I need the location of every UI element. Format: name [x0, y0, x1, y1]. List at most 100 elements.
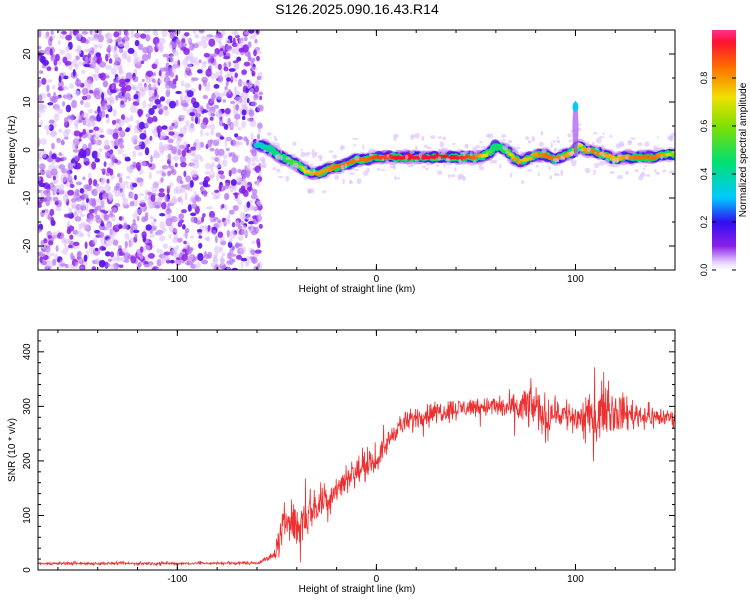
noise-cell: [190, 212, 197, 217]
noise-cell: [50, 54, 54, 62]
noise-cell: [234, 220, 239, 225]
noise-cell: [115, 124, 121, 129]
noise-cell: [189, 112, 195, 117]
noise-cell: [130, 104, 138, 113]
noise-cell: [192, 30, 197, 35]
noise-cell: [63, 213, 71, 218]
noise-cell: [122, 36, 130, 42]
noise-cell: [91, 266, 97, 270]
signal-halo-cell: [381, 158, 384, 162]
noise-cell: [46, 247, 50, 256]
noise-cell: [135, 90, 139, 95]
noise-cell: [121, 86, 127, 94]
noise-cell: [236, 228, 240, 233]
signal-halo-cell: [509, 172, 512, 178]
y-tick-label: 300: [22, 398, 33, 415]
noise-cell: [216, 138, 221, 143]
noise-cell: [218, 41, 223, 49]
noise-cell: [54, 66, 58, 72]
noise-cell: [146, 191, 153, 196]
noise-cell: [245, 155, 249, 162]
signal-halo-cell: [527, 140, 532, 144]
snr-ylabel: SNR (10 * v/v): [7, 418, 18, 482]
noise-cell: [198, 30, 204, 33]
colorbar-tick-label: 0.0: [699, 264, 709, 277]
noise-cell: [100, 220, 104, 226]
signal-halo-cell: [437, 170, 443, 176]
noise-cell: [184, 192, 188, 201]
noise-cell: [88, 213, 94, 220]
noise-cell: [202, 42, 208, 49]
noise-cell: [181, 209, 187, 214]
noise-cell: [139, 121, 145, 130]
noise-cell: [207, 251, 213, 259]
noise-cell: [139, 88, 146, 97]
noise-cell: [141, 231, 147, 239]
noise-cell: [234, 96, 242, 105]
noise-cell: [209, 99, 215, 104]
noise-cell: [85, 56, 89, 63]
noise-cell: [80, 69, 86, 75]
signal-halo-cell: [531, 163, 534, 166]
signal-halo-cell: [439, 141, 445, 148]
colorbar-label: Normalized spectral amplitude: [738, 82, 749, 217]
noise-cell: [52, 258, 57, 266]
signal-halo-cell: [475, 145, 481, 149]
snr-series-line: [38, 367, 675, 567]
noise-cell: [149, 200, 153, 205]
noise-cell: [207, 224, 211, 232]
signal-halo-cell: [478, 166, 485, 171]
noise-cell: [145, 34, 151, 42]
noise-cell: [98, 260, 106, 268]
noise-cell: [258, 223, 263, 229]
signal-halo-cell: [380, 168, 386, 172]
noise-cell: [38, 251, 44, 257]
noise-cell: [118, 176, 123, 184]
noise-cell: [248, 30, 255, 34]
noise-cell: [39, 103, 45, 111]
noise-cell: [192, 43, 199, 49]
noise-cell: [88, 208, 96, 214]
noise-cell: [236, 141, 244, 146]
noise-cell: [99, 199, 106, 207]
signal-cell: [484, 153, 489, 158]
noise-cell: [243, 228, 249, 236]
noise-cell: [54, 200, 59, 206]
noise-cell: [110, 216, 116, 222]
signal-halo-cell: [286, 162, 290, 166]
noise-cell: [64, 60, 72, 66]
noise-cell: [38, 203, 42, 208]
noise-cell: [135, 56, 141, 65]
signal-halo-cell: [306, 169, 311, 173]
noise-cell: [167, 153, 172, 162]
noise-cell: [123, 259, 130, 263]
signal-halo-cell: [586, 146, 591, 153]
signal-halo-cell: [394, 175, 397, 181]
noise-cell: [200, 185, 204, 193]
noise-cell: [235, 242, 240, 249]
noise-cell: [152, 105, 158, 110]
noise-cell: [159, 67, 166, 72]
noise-cell: [88, 129, 94, 133]
signal-halo-cell: [421, 135, 425, 141]
noise-cell: [230, 167, 237, 175]
signal-halo-cell: [638, 149, 644, 153]
noise-cell: [90, 137, 94, 146]
x-tick-label: -100: [167, 574, 187, 585]
noise-cell: [118, 245, 122, 249]
colorbar-tick-label: 0.2: [699, 216, 709, 229]
noise-cell: [164, 85, 169, 89]
noise-cell: [215, 110, 223, 119]
noise-cell: [38, 112, 41, 118]
signal-halo-cell: [671, 150, 675, 154]
noise-cell: [75, 197, 83, 202]
noise-cell: [213, 52, 218, 57]
signal-halo-cell: [657, 136, 660, 139]
y-tick-label: 10: [22, 96, 33, 108]
noise-cell: [71, 142, 78, 151]
noise-cell: [169, 259, 175, 264]
noise-cell: [191, 158, 199, 163]
noise-cell: [168, 131, 175, 136]
noise-cell: [53, 179, 59, 184]
noise-cell: [210, 130, 214, 136]
